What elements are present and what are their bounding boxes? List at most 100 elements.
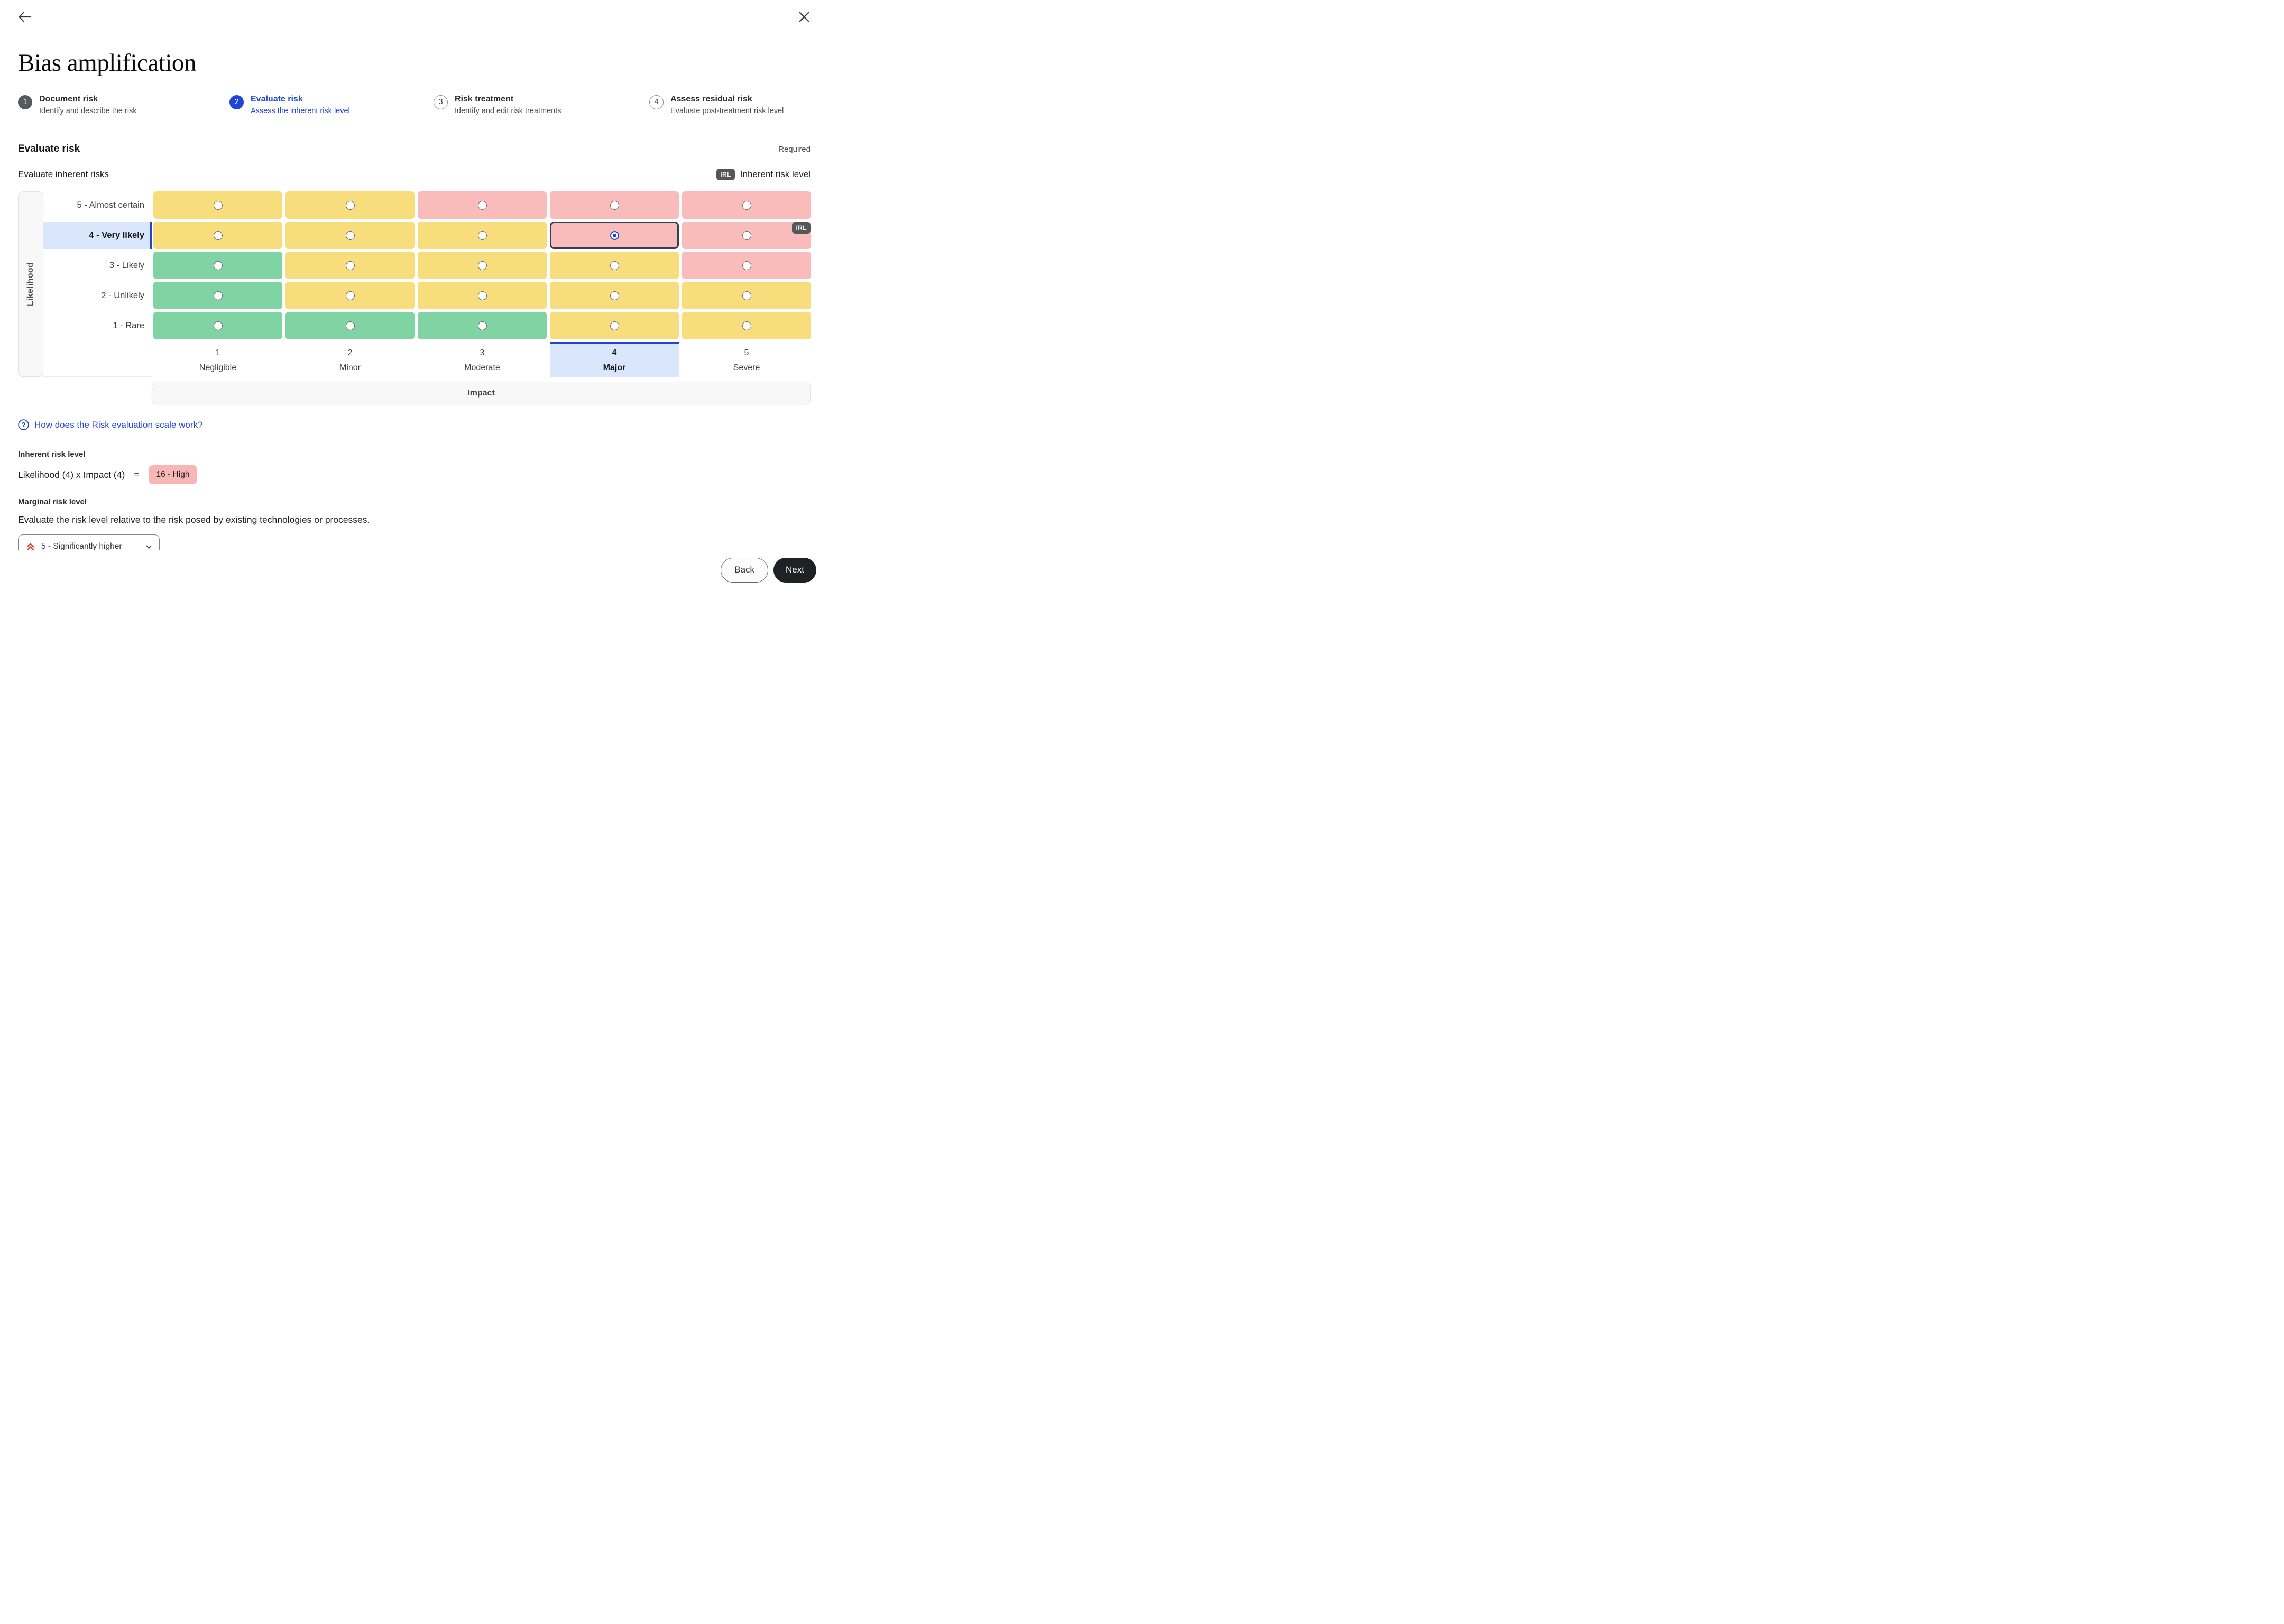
irl-legend: IRL Inherent risk level	[716, 168, 811, 181]
matrix-cell-likelihood3-impact5[interactable]	[682, 252, 811, 280]
impact-axis-bar: Impact	[152, 382, 811, 405]
matrix-row	[153, 282, 811, 310]
stepper-step-3[interactable]: 3 Risk treatment Identify and edit risk tr…	[434, 94, 561, 116]
risk-scale-help-link[interactable]: ? How does the Risk evaluation scale wor…	[18, 419, 202, 430]
radio-unselected[interactable]	[742, 291, 751, 300]
matrix-cell-likelihood3-impact1[interactable]	[153, 252, 282, 280]
stepper-step-2[interactable]: 2 Evaluate risk Assess the inherent risk l…	[229, 94, 350, 116]
step-title: Document risk	[39, 94, 98, 104]
radio-unselected[interactable]	[477, 261, 487, 270]
radio-unselected[interactable]	[345, 321, 355, 330]
next-step-button[interactable]: Next	[773, 557, 816, 583]
matrix-cells-area: IRL 1 Negligible 2 Minor 3 Moderate 4 Major 5 Seve…	[153, 191, 811, 377]
radio-unselected[interactable]	[213, 230, 223, 240]
radio-unselected[interactable]	[213, 200, 223, 210]
stepper-step-1[interactable]: 1 Document risk Identify and describe the …	[18, 94, 137, 116]
matrix-cell-likelihood2-impact3[interactable]	[418, 282, 547, 310]
matrix-cell-likelihood1-impact1[interactable]	[153, 312, 282, 340]
impact-axis-label: Impact	[467, 388, 495, 398]
marginal-risk-description: Evaluate the risk level relative to the …	[18, 514, 370, 525]
matrix-cell-likelihood5-impact1[interactable]	[153, 191, 282, 219]
radio-unselected[interactable]	[213, 321, 223, 330]
radio-unselected[interactable]	[610, 261, 619, 270]
radio-unselected[interactable]	[610, 321, 619, 330]
inherent-risk-formula: Likelihood (4) x Impact (4) = 16 - High	[18, 465, 811, 485]
matrix-cell-likelihood1-impact2[interactable]	[286, 312, 415, 340]
matrix-cell-likelihood5-impact4[interactable]	[550, 191, 679, 219]
back-button[interactable]	[16, 8, 34, 26]
back-step-button[interactable]: Back	[721, 557, 769, 583]
step-title: Assess residual risk	[670, 94, 752, 104]
irl-cell-badge: IRL	[792, 222, 811, 234]
matrix-cell-likelihood1-impact3[interactable]	[418, 312, 547, 340]
radio-unselected[interactable]	[742, 230, 751, 240]
row-label-3-likely: 3 - Likely	[109, 260, 144, 270]
matrix-cell-likelihood4-impact4[interactable]	[550, 222, 679, 250]
step-title: Evaluate risk	[251, 94, 303, 104]
matrix-row	[153, 252, 811, 280]
matrix-cell-likelihood5-impact2[interactable]	[286, 191, 415, 219]
matrix-row	[153, 312, 811, 340]
radio-unselected[interactable]	[610, 291, 619, 300]
step-title: Risk treatment	[455, 94, 514, 104]
radio-unselected[interactable]	[477, 321, 487, 330]
help-link-text: How does the Risk evaluation scale work?	[34, 419, 203, 430]
matrix-cell-likelihood5-impact5[interactable]	[682, 191, 811, 219]
footer-bar: Back Next	[0, 550, 829, 589]
step-subtitle: Identify and describe the risk	[39, 106, 137, 115]
matrix-cell-likelihood2-impact2[interactable]	[286, 282, 415, 310]
column-label-moderate: 3 Moderate	[464, 348, 500, 373]
step-subtitle: Identify and edit risk treatments	[455, 106, 561, 115]
matrix-cell-likelihood1-impact5[interactable]	[682, 312, 811, 340]
matrix-cell-likelihood4-impact5[interactable]: IRL	[682, 222, 811, 250]
radio-unselected[interactable]	[213, 291, 223, 300]
step-number-circle: 1	[18, 95, 32, 109]
marginal-risk-dropdown-value: 5 - Significantly higher	[41, 542, 122, 551]
matrix-cell-likelihood3-impact4[interactable]	[550, 252, 679, 280]
radio-unselected[interactable]	[477, 291, 487, 300]
radio-unselected[interactable]	[610, 200, 619, 210]
radio-unselected[interactable]	[477, 200, 487, 210]
step-number-circle: 3	[434, 95, 448, 109]
matrix-cell-likelihood3-impact2[interactable]	[286, 252, 415, 280]
chevron-down-icon	[145, 543, 152, 550]
arrow-left-icon	[17, 9, 33, 26]
formula-text: Likelihood (4) x Impact (4)	[18, 469, 125, 480]
row-label-4-very-likely: 4 - Very likely	[43, 222, 152, 250]
likelihood-axis-panel: Likelihood	[18, 191, 43, 377]
radio-unselected[interactable]	[345, 291, 355, 300]
radio-unselected[interactable]	[742, 200, 751, 210]
inherent-risk-level-label: Inherent risk level	[18, 450, 86, 459]
radio-unselected[interactable]	[345, 200, 355, 210]
matrix-cell-likelihood4-impact3[interactable]	[418, 222, 547, 250]
irl-legend-text: Inherent risk level	[740, 169, 811, 179]
matrix-row	[153, 191, 811, 219]
section-heading: Evaluate risk	[18, 143, 80, 154]
matrix-cell-likelihood3-impact3[interactable]	[418, 252, 547, 280]
matrix-cell-likelihood2-impact1[interactable]	[153, 282, 282, 310]
top-bar	[0, 0, 829, 35]
section-subheading: Evaluate inherent risks	[18, 169, 109, 179]
radio-unselected[interactable]	[742, 321, 751, 330]
stepper-step-4[interactable]: 4 Assess residual risk Evaluate post-treat…	[649, 94, 784, 116]
radio-unselected[interactable]	[345, 230, 355, 240]
marginal-risk-level-label: Marginal risk level	[18, 497, 87, 507]
radio-selected[interactable]	[610, 230, 619, 240]
radio-unselected[interactable]	[213, 261, 223, 270]
radio-unselected[interactable]	[477, 230, 487, 240]
close-button[interactable]	[795, 8, 813, 26]
impact-column-labels: 1 Negligible 2 Minor 3 Moderate 4 Major 5 Severe	[153, 342, 811, 377]
column-label-minor: 2 Minor	[339, 348, 361, 373]
matrix-cell-likelihood4-impact1[interactable]	[153, 222, 282, 250]
matrix-cell-likelihood2-impact4[interactable]	[550, 282, 679, 310]
radio-unselected[interactable]	[345, 261, 355, 270]
row-labels-column: 5 - Almost certain 4 - Very likely 3 - Lik…	[43, 191, 152, 377]
matrix-cell-likelihood4-impact2[interactable]	[286, 222, 415, 250]
step-number-circle: 4	[649, 95, 664, 109]
matrix-cell-likelihood2-impact5[interactable]	[682, 282, 811, 310]
matrix-cell-likelihood5-impact3[interactable]	[418, 191, 547, 219]
radio-unselected[interactable]	[742, 261, 751, 270]
step-subtitle: Assess the inherent risk level	[251, 106, 350, 115]
matrix-cell-likelihood1-impact4[interactable]	[550, 312, 679, 340]
equals-sign: =	[134, 469, 140, 480]
